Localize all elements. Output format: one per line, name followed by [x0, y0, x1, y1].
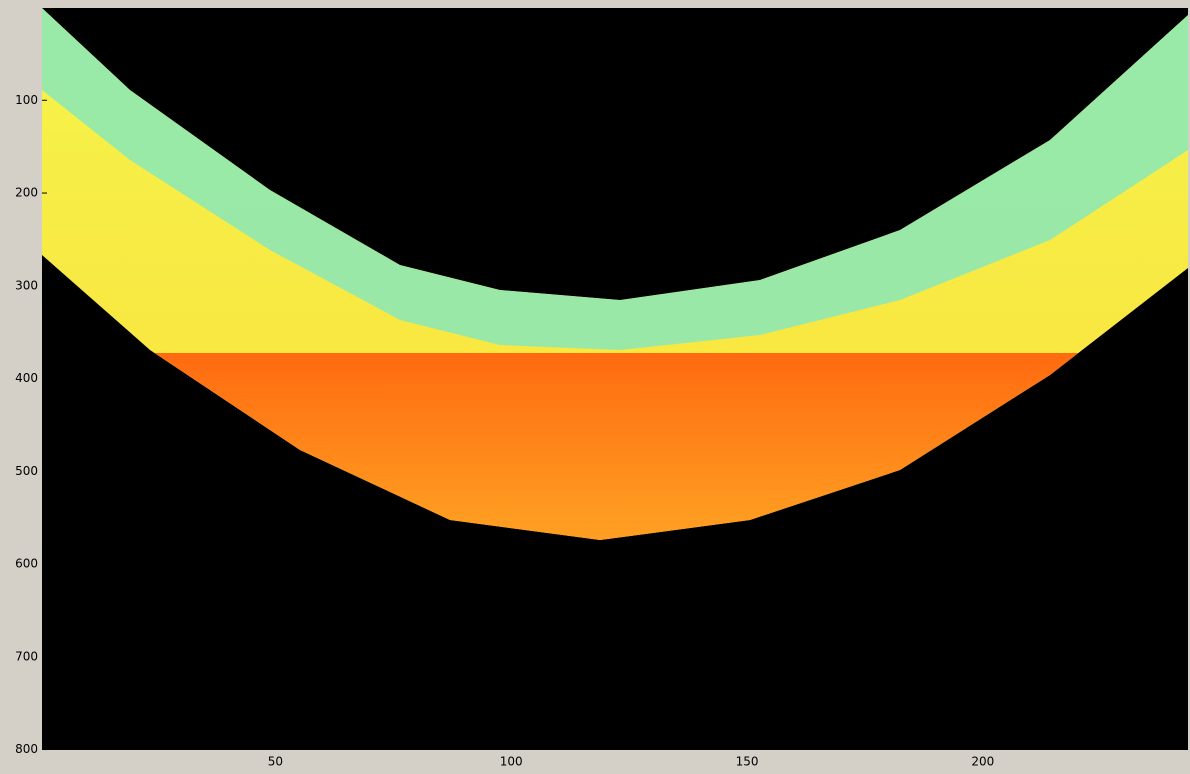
- y-tick-label: 500: [15, 464, 38, 478]
- y-tick-label: 100: [15, 93, 38, 107]
- x-tick-label: 200: [971, 755, 994, 769]
- y-tick-label: 800: [15, 742, 38, 756]
- x-tick-label: 50: [268, 755, 283, 769]
- y-tick-label: 700: [15, 649, 38, 663]
- cyan-band: [42, 8, 1188, 350]
- y-tick-label: 400: [15, 371, 38, 385]
- y-tick-label: 200: [15, 186, 38, 200]
- axes: 100 200 300 400 500 600 700 800 50 100 150 200: [15, 93, 994, 769]
- y-tick-label: 300: [15, 278, 38, 292]
- x-tick-label: 100: [500, 755, 523, 769]
- x-tick-label: 150: [736, 755, 759, 769]
- y-tick-label: 600: [15, 557, 38, 571]
